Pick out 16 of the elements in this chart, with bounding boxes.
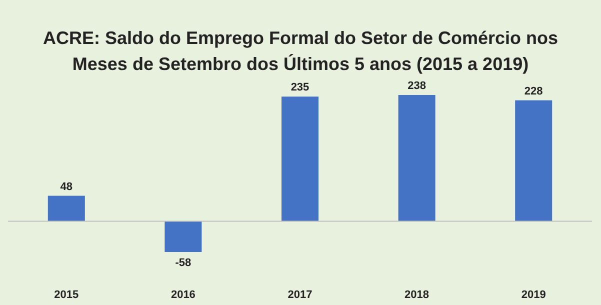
- bar: [48, 196, 85, 222]
- data-label: 238: [408, 80, 426, 92]
- x-tick-label: 2015: [54, 289, 79, 301]
- bar: [515, 100, 552, 222]
- bar: [398, 95, 436, 222]
- chart-title: ACRE: Saldo do Emprego Formal do Setor de Comércio nos Meses de Setembro dos Últimos 5 anos (2015 a 2019): [42, 28, 558, 74]
- bar: [164, 221, 202, 252]
- x-tick-label: 2017: [288, 289, 312, 301]
- data-label: 228: [524, 85, 543, 98]
- x-tick-label: 2019: [521, 289, 546, 301]
- x-tick-label: 2018: [404, 289, 430, 301]
- data-label: -58: [175, 257, 192, 269]
- bar: [282, 96, 318, 222]
- x-tick-label: 2016: [170, 289, 196, 301]
- data-label: 48: [60, 180, 73, 193]
- data-label: 235: [290, 82, 310, 94]
